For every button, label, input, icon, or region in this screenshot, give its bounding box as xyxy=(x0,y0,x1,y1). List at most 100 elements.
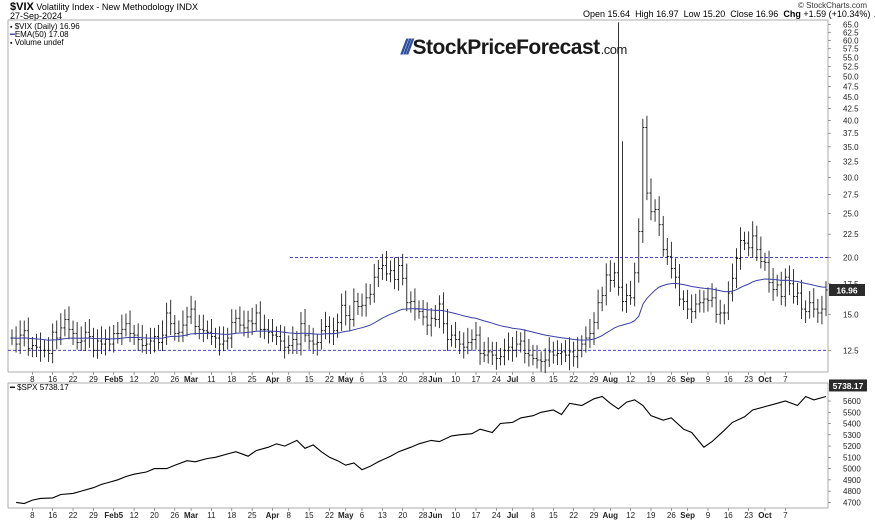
vix-x-tick-label: 25 xyxy=(248,375,257,384)
spx-x-tick-label: 22 xyxy=(69,511,78,520)
vix-y-tick-label: 15.0 xyxy=(843,310,859,319)
vix-x-tick-label: 19 xyxy=(647,375,656,384)
vix-x-tick-label: 26 xyxy=(667,375,676,384)
vix-y-tick-label: 30.0 xyxy=(843,173,859,182)
vix-x-tick-label: 15 xyxy=(549,375,558,384)
vix-x-tick-label: Jun xyxy=(428,375,442,384)
vix-x-tick-label: 11 xyxy=(207,375,216,384)
vix-x-tick-label: Feb5 xyxy=(104,375,123,384)
vix-y-tick-label: 25.0 xyxy=(843,209,859,218)
vix-x-tick-label: 22 xyxy=(69,375,78,384)
spx-x-tick-label: 7 xyxy=(783,511,788,520)
spx-y-tick-label: 5600 xyxy=(843,397,861,406)
vix-x-tick-label: 26 xyxy=(170,375,179,384)
spx-x-tick-label: 12 xyxy=(130,511,139,520)
spx-x-tick-label: 12 xyxy=(626,511,635,520)
spx-x-tick-label: 18 xyxy=(227,511,236,520)
vix-x-tick-label: Aug xyxy=(603,375,619,384)
spx-x-tick-label: May xyxy=(338,511,354,520)
spx-y-tick-label: 4700 xyxy=(843,498,861,507)
vix-y-tick-label: 55.0 xyxy=(843,54,859,63)
spx-x-tick-label: 20 xyxy=(398,511,407,520)
vix-x-tick-label: 22 xyxy=(325,375,334,384)
spx-x-tick-label: Jul xyxy=(507,511,519,520)
vix-last-value-label: 16.96 xyxy=(836,286,858,296)
spx-x-tick-label: Jun xyxy=(428,511,442,520)
vix-x-tick-label: May xyxy=(338,375,354,384)
spx-y-tick-label: 4800 xyxy=(843,487,861,496)
vix-x-tick-label: 28 xyxy=(419,375,428,384)
vix-x-tick-label: Oct xyxy=(758,375,772,384)
vix-x-tick-label: 20 xyxy=(150,375,159,384)
vix-y-tick-label: 57.5 xyxy=(843,45,859,54)
vix-x-tick-label: 17 xyxy=(472,375,481,384)
vix-x-tick-label: 22 xyxy=(569,375,578,384)
vix-x-tick-label: 24 xyxy=(492,375,501,384)
spx-x-tick-label: 29 xyxy=(89,511,98,520)
spx-x-tick-label: Apr xyxy=(266,511,280,520)
vix-y-tick-label: 32.5 xyxy=(843,157,859,166)
spx-x-tick-label: 13 xyxy=(378,511,387,520)
spx-x-tick-label: 9 xyxy=(706,511,711,520)
spx-x-tick-label: 26 xyxy=(667,511,676,520)
vix-x-tick-label: Jul xyxy=(507,375,519,384)
vix-y-tick-label: 12.5 xyxy=(843,346,859,355)
vix-x-tick-label: 8 xyxy=(30,375,35,384)
vix-x-tick-label: 20 xyxy=(398,375,407,384)
vix-y-tick-label: 22.5 xyxy=(843,230,859,239)
vix-x-tick-label: 29 xyxy=(590,375,599,384)
vix-x-tick-label: 6 xyxy=(360,375,365,384)
spx-x-tick-label: 16 xyxy=(48,511,57,520)
vix-x-tick-label: 16 xyxy=(724,375,733,384)
vix-x-tick-label: 8 xyxy=(287,375,292,384)
vix-y-tick-label: 42.5 xyxy=(843,104,859,113)
vix-x-tick-label: 13 xyxy=(378,375,387,384)
spx-x-tick-label: 19 xyxy=(647,511,656,520)
spx-y-tick-label: 4900 xyxy=(843,476,861,485)
spx-x-tick-label: 6 xyxy=(360,511,365,520)
spx-x-tick-label: 17 xyxy=(472,511,481,520)
spx-x-tick-label: 24 xyxy=(492,511,501,520)
vix-x-tick-label: Mar xyxy=(184,375,198,384)
vix-x-tick-label: 12 xyxy=(130,375,139,384)
spx-x-tick-label: 29 xyxy=(590,511,599,520)
spx-x-tick-label: Aug xyxy=(603,511,619,520)
vix-y-tick-label: 45.0 xyxy=(843,93,859,102)
vix-x-tick-label: 12 xyxy=(626,375,635,384)
vix-y-tick-label: 47.5 xyxy=(843,82,859,91)
vix-x-tick-label: 23 xyxy=(744,375,753,384)
chart-svg: 12.515.017.520.022.525.027.530.032.535.0… xyxy=(0,0,875,520)
spx-x-tick-label: 15 xyxy=(549,511,558,520)
spx-x-tick-label: 8 xyxy=(531,511,536,520)
vix-panel-frame xyxy=(8,20,828,372)
spx-x-tick-label: 20 xyxy=(150,511,159,520)
spx-x-tick-label: 22 xyxy=(569,511,578,520)
spx-x-tick-label: 8 xyxy=(30,511,35,520)
spx-x-tick-label: Mar xyxy=(184,511,198,520)
vix-y-tick-label: 62.5 xyxy=(843,28,859,37)
vix-x-tick-label: 18 xyxy=(227,375,236,384)
spx-x-tick-label: 22 xyxy=(325,511,334,520)
spx-y-tick-label: 5400 xyxy=(843,420,861,429)
spx-y-tick-label: 5200 xyxy=(843,442,861,451)
vix-y-tick-label: 37.5 xyxy=(843,129,859,138)
vix-y-tick-label: 40.0 xyxy=(843,116,859,125)
spx-line xyxy=(16,397,826,504)
vix-x-tick-label: 15 xyxy=(305,375,314,384)
spx-x-tick-label: 23 xyxy=(744,511,753,520)
spx-x-tick-label: 28 xyxy=(419,511,428,520)
spx-y-tick-label: 5500 xyxy=(843,408,861,417)
spx-y-tick-label: 5300 xyxy=(843,431,861,440)
vix-y-tick-label: 52.5 xyxy=(843,63,859,72)
spx-x-tick-label: 25 xyxy=(248,511,257,520)
vix-y-tick-label: 65.0 xyxy=(843,21,859,30)
spx-x-tick-label: Feb5 xyxy=(104,511,123,520)
spx-x-tick-label: 8 xyxy=(287,511,292,520)
spx-x-tick-label: 26 xyxy=(170,511,179,520)
vix-y-tick-label: 50.0 xyxy=(843,72,859,81)
vix-x-tick-label: 16 xyxy=(48,375,57,384)
vix-x-tick-label: 9 xyxy=(706,375,711,384)
vix-x-tick-label: Apr xyxy=(266,375,280,384)
vix-x-tick-label: 10 xyxy=(451,375,460,384)
spx-x-tick-label: 15 xyxy=(305,511,314,520)
